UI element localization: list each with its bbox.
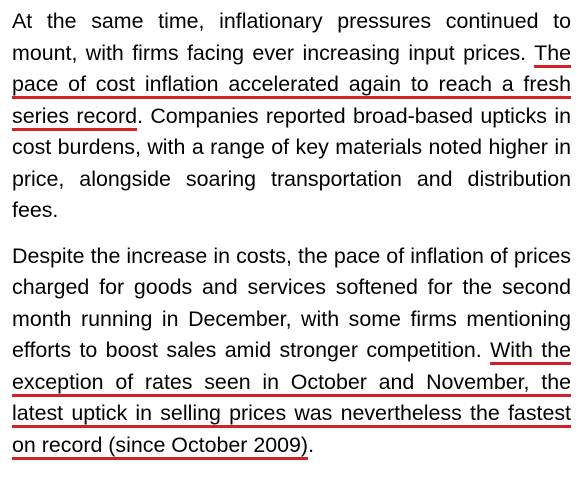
- highlighted-sentence: With the exception of rates seen in Octo…: [12, 338, 571, 457]
- highlighted-sentence: The pace of cost inflation accelerated a…: [12, 40, 571, 128]
- paragraph-intro-text: At the same time, inflationary pressures…: [12, 9, 571, 65]
- paragraph-selling-prices: Despite the increase in costs, the pace …: [12, 241, 571, 462]
- paragraph-intro-text: Despite the increase in costs, the pace …: [12, 243, 571, 363]
- paragraph-cost-inflation: At the same time, inflationary pressures…: [12, 6, 571, 227]
- paragraph-outro-text: .: [308, 432, 315, 457]
- paragraph-outro-text: . Companies reported broad-based upticks…: [12, 103, 571, 223]
